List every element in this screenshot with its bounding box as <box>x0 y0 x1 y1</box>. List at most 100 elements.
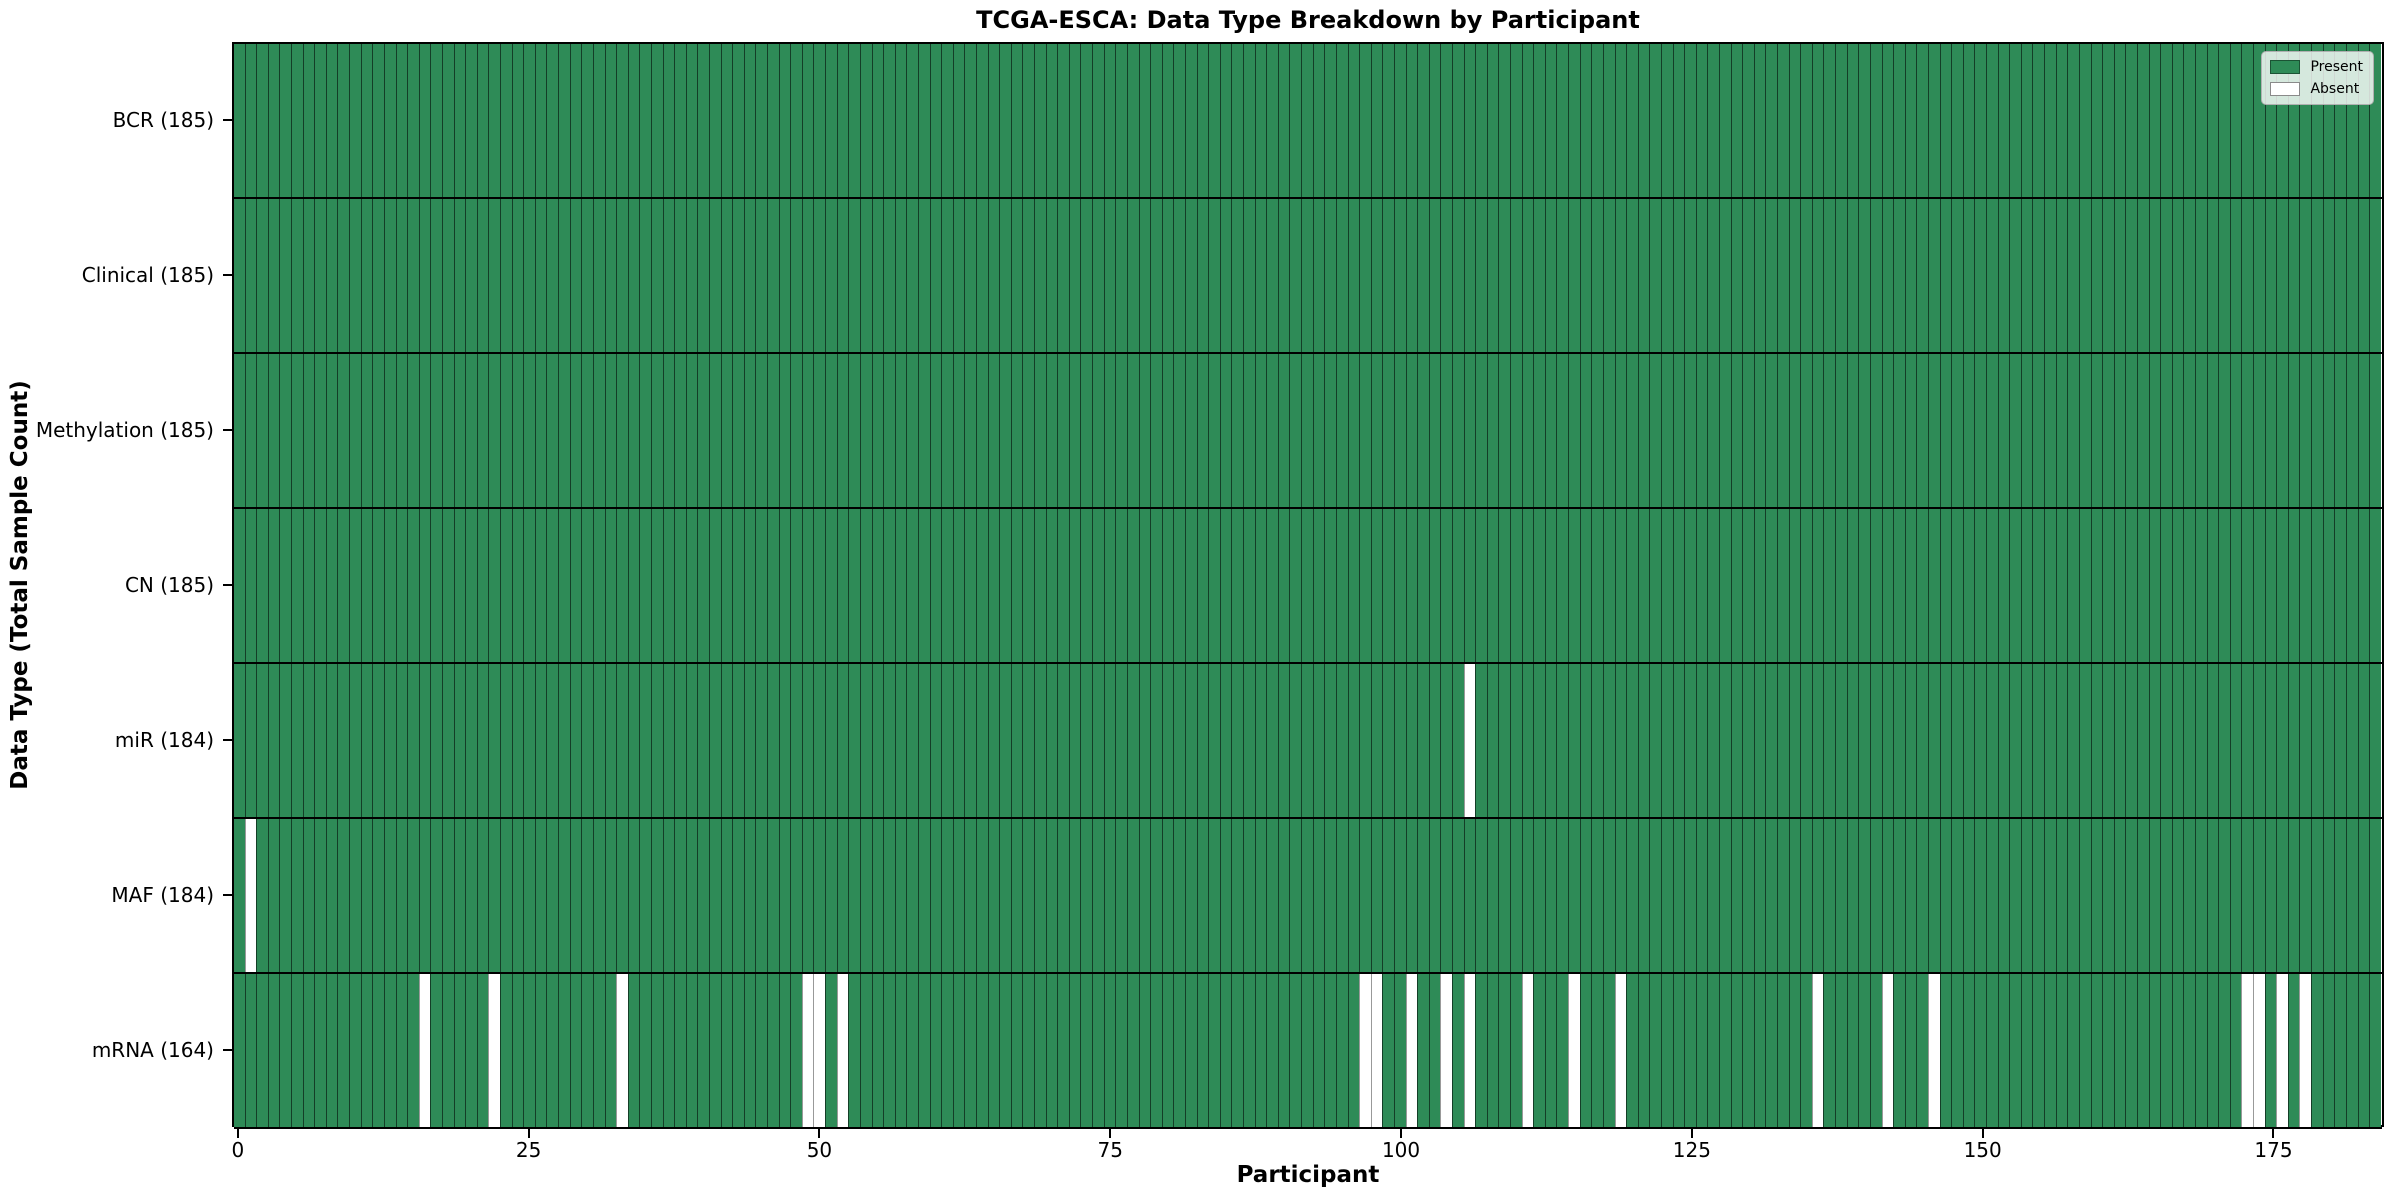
present-cell <box>592 664 605 817</box>
present-cell <box>418 44 431 197</box>
present-cell <box>778 974 791 1127</box>
present-cell <box>929 664 942 817</box>
present-cell <box>234 44 245 197</box>
present-cell <box>2253 664 2265 817</box>
present-cell <box>1126 44 1139 197</box>
present-cell <box>999 199 1011 352</box>
present-cell <box>1742 819 1754 972</box>
present-cell <box>1034 974 1046 1127</box>
present-cell <box>2241 819 2254 972</box>
present-cell <box>976 819 988 972</box>
present-cell <box>720 819 733 972</box>
present-cell <box>1138 819 1151 972</box>
present-cell <box>500 354 512 507</box>
present-cell <box>790 354 802 507</box>
present-cell <box>360 664 373 817</box>
present-cell <box>1440 44 1452 197</box>
present-cell <box>476 974 489 1127</box>
present-cell <box>1823 44 1836 197</box>
present-cell <box>1742 974 1754 1127</box>
present-cell <box>2369 819 2381 972</box>
present-cell <box>1602 44 1615 197</box>
present-cell <box>1417 974 1429 1127</box>
ytick-label-mir: miR (184) <box>114 727 214 752</box>
present-cell <box>2287 819 2300 972</box>
present-cell <box>1719 819 1731 972</box>
present-cell <box>1486 199 1499 352</box>
present-cell <box>2171 974 2184 1127</box>
present-cell <box>732 819 744 972</box>
present-cell <box>2090 509 2103 662</box>
present-cell <box>430 509 442 662</box>
present-cell <box>1591 44 1603 197</box>
present-cell <box>708 664 721 817</box>
present-cell <box>1986 44 1998 197</box>
present-cell <box>743 819 756 972</box>
present-cell <box>639 664 651 817</box>
present-cell <box>2020 819 2033 972</box>
present-cell <box>1835 509 1847 662</box>
present-cell <box>453 199 466 352</box>
present-cell <box>2322 819 2335 972</box>
present-cell <box>1800 819 1812 972</box>
present-cell <box>1138 509 1151 662</box>
absent-cell <box>616 974 628 1127</box>
present-cell <box>999 819 1011 972</box>
present-cell <box>2287 199 2300 352</box>
present-cell <box>488 819 501 972</box>
present-cell <box>1161 199 1174 352</box>
present-cell <box>976 974 988 1127</box>
present-cell <box>697 974 709 1127</box>
present-cell <box>441 44 454 197</box>
present-cell <box>1405 44 1418 197</box>
present-cell <box>2078 974 2091 1127</box>
present-cell <box>1301 974 1313 1127</box>
present-cell <box>1835 354 1847 507</box>
present-cell <box>2044 199 2056 352</box>
present-cell <box>2113 974 2126 1127</box>
present-cell <box>1614 199 1627 352</box>
present-cell <box>1057 354 1069 507</box>
present-cell <box>465 819 477 972</box>
present-cell <box>1916 199 1928 352</box>
present-cell <box>1823 974 1836 1127</box>
present-cell <box>2090 199 2103 352</box>
present-cell <box>1811 44 1824 197</box>
present-cell <box>639 354 651 507</box>
present-cell <box>1057 44 1069 197</box>
present-cell <box>2357 974 2370 1127</box>
present-cell <box>1451 974 1464 1127</box>
present-cell <box>2148 664 2161 817</box>
present-cell <box>2078 509 2091 662</box>
present-cell <box>1568 664 1580 817</box>
present-cell <box>2020 44 2033 197</box>
present-cell <box>1382 509 1394 662</box>
xtick-mark <box>1690 1129 1693 1138</box>
present-cell <box>267 354 280 507</box>
present-cell <box>1208 509 1220 662</box>
present-cell <box>1126 974 1139 1127</box>
present-cell <box>500 44 512 197</box>
present-cell <box>732 974 744 1127</box>
present-cell <box>1521 44 1534 197</box>
present-cell <box>674 354 686 507</box>
present-cell <box>1092 354 1104 507</box>
present-cell <box>1417 509 1429 662</box>
present-cell <box>801 664 814 817</box>
present-cell <box>871 819 884 972</box>
present-cell <box>2148 354 2161 507</box>
present-cell <box>581 664 593 817</box>
present-cell <box>1811 664 1824 817</box>
present-cell <box>1451 509 1464 662</box>
present-cell <box>952 44 965 197</box>
present-cell <box>1034 199 1046 352</box>
present-cell <box>1219 509 1232 662</box>
present-cell <box>407 354 419 507</box>
absent-cell <box>1521 974 1534 1127</box>
present-cell <box>2044 44 2056 197</box>
present-cell <box>2194 509 2207 662</box>
present-cell <box>1974 664 1987 817</box>
present-cell <box>1486 974 1499 1127</box>
present-cell <box>964 664 976 817</box>
present-cell <box>2276 819 2288 972</box>
